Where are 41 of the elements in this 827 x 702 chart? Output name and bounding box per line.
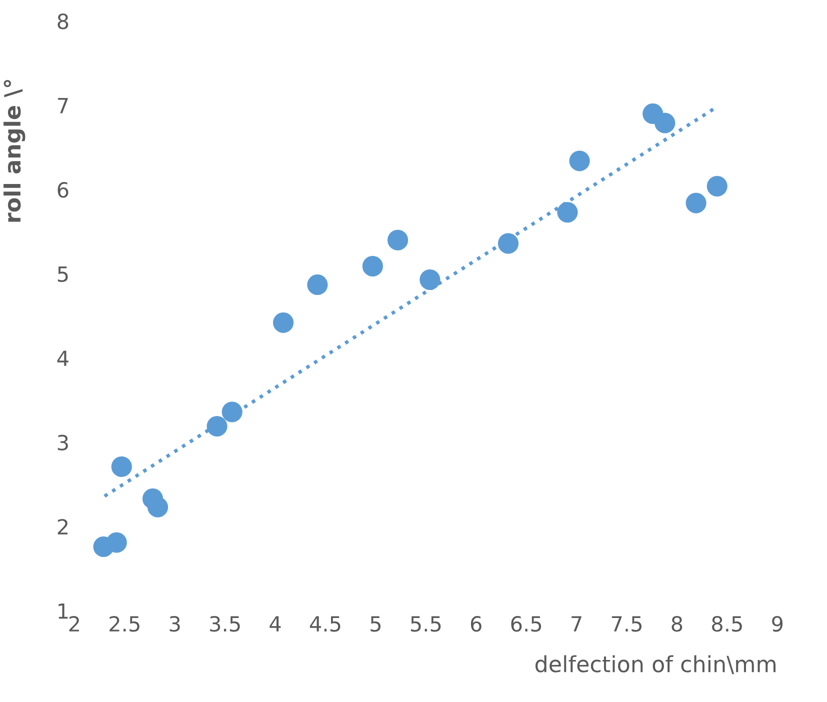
point: [111, 456, 132, 477]
point: [569, 150, 590, 172]
x-tick-label: 8.5: [712, 616, 742, 632]
x-tick-label: 3.5: [210, 616, 240, 632]
y-tick-label: 1: [58, 603, 68, 619]
x-tick-label: 5.5: [410, 616, 441, 632]
y-tick-label: 2: [58, 518, 68, 534]
point: [307, 274, 328, 296]
y-axis-title: roll angle \°: [4, 80, 26, 222]
x-tick-label: 6: [470, 616, 482, 632]
x-tick-label: 2: [69, 616, 79, 632]
point: [273, 312, 294, 333]
x-tick-label: 4.5: [310, 616, 340, 632]
x-tick-label: 3: [170, 616, 180, 632]
point: [387, 230, 408, 250]
y-tick-label: 4: [57, 350, 68, 366]
point: [420, 269, 440, 290]
x-tick-label: 9: [772, 616, 783, 632]
point: [686, 192, 706, 214]
x-tick-label: 6.5: [511, 616, 542, 632]
y-tick-label: 3: [58, 434, 68, 450]
point: [654, 112, 676, 134]
x-axis-title: delfection of chin\mm: [535, 655, 776, 674]
point: [206, 416, 228, 437]
y-tick-label: 5: [58, 266, 68, 282]
point: [706, 176, 728, 196]
point: [147, 496, 168, 518]
x-tick-label: 7.5: [612, 616, 642, 632]
x-tick-label: 5: [370, 616, 380, 632]
point: [498, 233, 519, 254]
y-tick-label: 6: [58, 182, 68, 198]
point: [362, 256, 383, 276]
y-tick-label: 8: [58, 14, 68, 30]
x-tick-label: 8: [672, 616, 682, 632]
x-tick-label: 4: [270, 616, 281, 632]
x-tick-label: 2.5: [110, 616, 140, 632]
x-tick-label: 7: [572, 616, 582, 632]
point: [106, 532, 127, 553]
point: [222, 402, 242, 422]
y-tick-label: 7: [58, 98, 68, 114]
point: [557, 202, 578, 223]
